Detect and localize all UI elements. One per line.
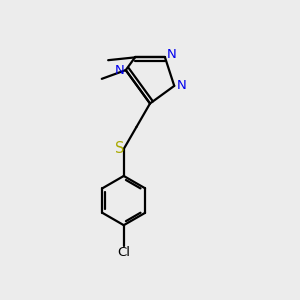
Text: S: S [116, 142, 125, 157]
Text: Cl: Cl [117, 246, 130, 259]
Text: N: N [167, 48, 176, 61]
Text: N: N [114, 64, 124, 76]
Text: N: N [177, 80, 187, 92]
